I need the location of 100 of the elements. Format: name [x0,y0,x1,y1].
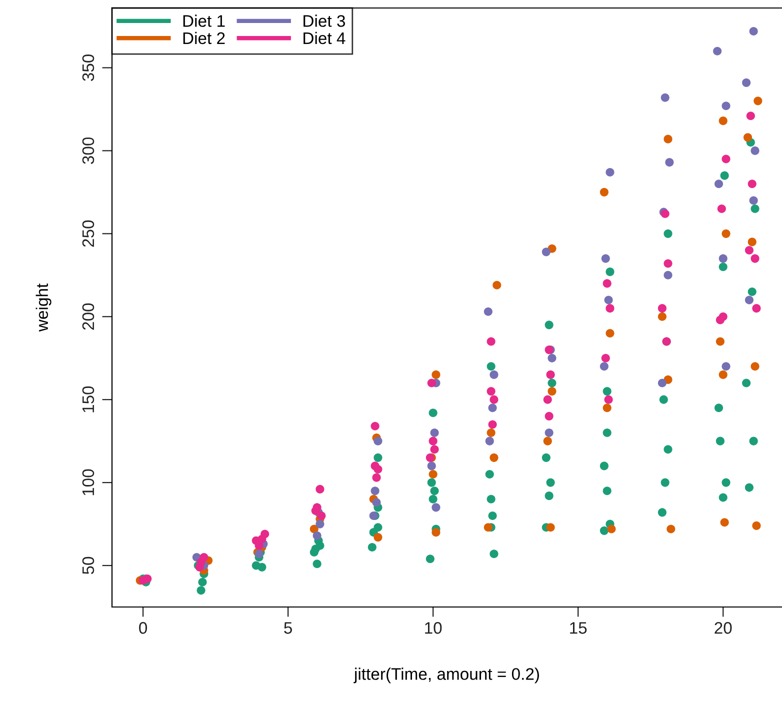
point [370,486,380,496]
point [432,528,440,537]
point [750,362,760,371]
point [432,503,440,512]
point [606,304,614,313]
point [484,523,492,532]
point [428,470,438,479]
point [372,498,381,507]
point [430,445,439,454]
point [432,370,440,379]
x-tick-label: 0 [139,622,148,634]
legend-label: Diet 1 [183,14,225,27]
point [374,465,382,474]
point [718,254,728,263]
y-tick-label: 250 [82,220,94,247]
point [430,428,439,438]
point [722,229,730,238]
point [604,296,613,304]
x-tick-label: 15 [570,622,587,634]
legend-label: Diet 2 [183,32,225,44]
point [200,552,208,562]
point [754,96,762,106]
point [718,116,728,126]
x-tick-label: 10 [425,622,442,634]
y-tick-label: 150 [82,386,94,412]
point [658,378,666,388]
point [716,316,724,324]
point [490,370,498,379]
point [718,370,728,379]
point [316,520,324,528]
point [666,524,676,534]
point [742,78,751,87]
point [744,246,754,255]
point [748,238,756,246]
point [484,307,492,316]
point [714,180,724,188]
x-tick-label: 20 [714,622,732,634]
point [544,428,554,438]
y-axis-title: weight [36,284,52,332]
point [490,453,498,462]
point [752,521,761,530]
point [492,280,502,290]
point [370,422,380,430]
point [548,354,556,362]
point [744,296,754,304]
point [601,354,610,362]
y-tick-label: 50 [82,556,94,574]
point [722,102,730,110]
y-tick-label: 200 [82,303,94,330]
point [486,428,496,438]
point [546,370,555,379]
point [600,188,608,196]
point [750,254,760,263]
point [316,484,324,494]
point [749,196,758,205]
y-tick-label: 300 [82,137,94,164]
point [601,254,610,263]
point [602,279,612,288]
point [312,531,322,540]
point [372,473,381,482]
point [606,168,614,177]
point [488,404,497,412]
legend-label: Diet 3 [304,14,346,27]
point [542,248,550,256]
point [750,146,760,155]
point [660,93,670,102]
point [543,395,552,404]
point [488,420,497,429]
point [720,518,729,527]
point [317,511,326,520]
point [312,503,322,512]
y-tick-label: 350 [82,54,94,81]
point [717,204,726,214]
point [658,312,666,321]
point [427,462,436,470]
point [486,337,496,346]
point [602,404,612,412]
point [664,134,672,144]
point [546,523,555,532]
point [428,436,438,446]
point [260,530,270,538]
point [722,362,730,371]
point [607,524,616,534]
point [604,395,613,404]
point [544,412,554,420]
x-tick-label: 5 [284,622,292,634]
point [658,304,666,313]
point [490,395,498,404]
point [746,112,755,120]
point [749,26,758,36]
point [548,387,556,396]
point [486,387,496,396]
x-axis-title: jitter(Time, amount = 0.2) [354,668,539,684]
point [752,304,761,313]
point [722,154,730,164]
point [600,362,608,371]
point [543,436,552,446]
point [485,436,494,446]
point [664,259,672,268]
y-tick-label: 100 [82,469,94,496]
